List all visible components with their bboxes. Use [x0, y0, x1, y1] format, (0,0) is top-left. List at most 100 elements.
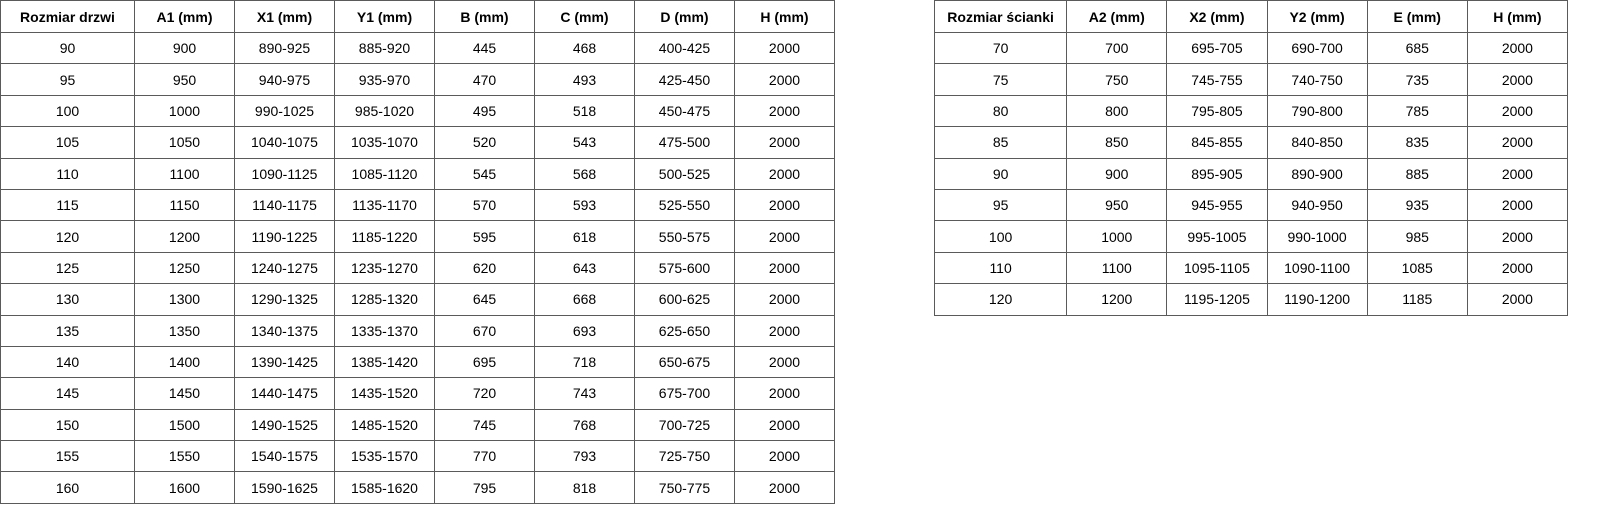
table-row: 90 900 895-905 890-900 885 2000	[933, 157, 1569, 190]
table-cell: 725-750	[634, 440, 735, 473]
table-cell: 2000	[734, 377, 835, 410]
table-cell: 700-725	[634, 408, 735, 442]
table-cell: 140	[0, 345, 135, 379]
table-cell: 550-575	[634, 220, 735, 253]
table-cell: 1500	[134, 408, 235, 442]
table-cell: 1090-1100	[1266, 251, 1368, 285]
column-header: B (mm)	[434, 0, 535, 33]
table-cell: 1040-1075	[234, 126, 335, 159]
table-cell: 895-905	[1166, 157, 1268, 190]
table-cell: 110	[0, 157, 135, 190]
table-cell: 2000	[734, 283, 835, 316]
table-cell: 130	[0, 283, 135, 316]
table-cell: 1190-1200	[1266, 283, 1368, 316]
table-cell: 2000	[734, 94, 835, 128]
column-header: A2 (mm)	[1066, 0, 1168, 33]
table-cell: 890-925	[234, 31, 335, 65]
table-cell: 735	[1366, 63, 1468, 96]
column-header: H (mm)	[1466, 0, 1569, 33]
table-cell: 1340-1375	[234, 314, 335, 347]
column-header: X2 (mm)	[1166, 0, 1268, 33]
table-cell: 70	[933, 31, 1068, 65]
table-cell: 2000	[734, 471, 835, 504]
table-cell: 693	[534, 314, 635, 347]
table-cell: 1590-1625	[234, 471, 335, 504]
table-cell: 2000	[1466, 94, 1569, 128]
table-cell: 625-650	[634, 314, 735, 347]
table-row: 95 950 940-975 935-970 470 493 425-450 2000	[0, 63, 835, 96]
table-cell: 400-425	[634, 31, 735, 65]
table-cell: 1585-1620	[334, 471, 435, 504]
table-cell: 2000	[1466, 31, 1569, 65]
table-cell: 1435-1520	[334, 377, 435, 410]
table-cell: 793	[534, 440, 635, 473]
table-cell: 575-600	[634, 251, 735, 285]
table-cell: 2000	[1466, 251, 1569, 285]
table-cell: 950	[134, 63, 235, 96]
table-cell: 840-850	[1266, 126, 1368, 159]
table-cell: 155	[0, 440, 135, 473]
table-cell: 718	[534, 345, 635, 379]
table-cell: 750-775	[634, 471, 735, 504]
table-cell: 450-475	[634, 94, 735, 128]
table-cell: 545	[434, 157, 535, 190]
table-cell: 1450	[134, 377, 235, 410]
table-cell: 2000	[734, 440, 835, 473]
table-cell: 940-975	[234, 63, 335, 96]
table-cell: 995-1005	[1166, 220, 1268, 253]
table-cell: 685	[1366, 31, 1468, 65]
table-cell: 675-700	[634, 377, 735, 410]
table-cell: 2000	[734, 251, 835, 285]
table-row: 140 1400 1390-1425 1385-1420 695 718 650-675 20…	[0, 345, 835, 379]
table-cell: 115	[0, 188, 135, 222]
table-cell: 945-955	[1166, 188, 1268, 222]
table-cell: 1090-1125	[234, 157, 335, 190]
table-cell: 110	[933, 251, 1068, 285]
column-header: E (mm)	[1366, 0, 1468, 33]
table-cell: 1140-1175	[234, 188, 335, 222]
table-cell: 770	[434, 440, 535, 473]
table-cell: 468	[534, 31, 635, 65]
table-cell: 85	[933, 126, 1068, 159]
column-header: Y2 (mm)	[1266, 0, 1368, 33]
table-cell: 2000	[1466, 126, 1569, 159]
table-cell: 620	[434, 251, 535, 285]
table-cell: 1485-1520	[334, 408, 435, 442]
column-header: Rozmiar drzwi	[0, 0, 135, 33]
table-cell: 2000	[1466, 283, 1569, 316]
table-cell: 643	[534, 251, 635, 285]
table-cell: 100	[933, 220, 1068, 253]
table-cell: 568	[534, 157, 635, 190]
table-cell: 1150	[134, 188, 235, 222]
table-cell: 720	[434, 377, 535, 410]
table-cell: 518	[534, 94, 635, 128]
table-cell: 425-450	[634, 63, 735, 96]
table-cell: 1200	[134, 220, 235, 253]
table-cell: 1250	[134, 251, 235, 285]
table-cell: 2000	[734, 314, 835, 347]
table-cell: 543	[534, 126, 635, 159]
table-cell: 985	[1366, 220, 1468, 253]
table-cell: 160	[0, 471, 135, 504]
table-cell: 95	[933, 188, 1068, 222]
table-cell: 2000	[734, 408, 835, 442]
table-row: 155 1550 1540-1575 1535-1570 770 793 725-750 20…	[0, 440, 835, 473]
table-cell: 445	[434, 31, 535, 65]
table-cell: 2000	[734, 188, 835, 222]
table-cell: 1185	[1366, 283, 1468, 316]
table-cell: 125	[0, 251, 135, 285]
table-row: 120 1200 1190-1225 1185-1220 595 618 550-575 20…	[0, 220, 835, 253]
table-cell: 470	[434, 63, 535, 96]
table-row: 135 1350 1340-1375 1335-1370 670 693 625-650 20…	[0, 314, 835, 347]
door-sizes-table: Rozmiar drzwi A1 (mm) X1 (mm) Y1 (mm) B (mm)…	[0, 0, 835, 504]
table-row: 160 1600 1590-1625 1585-1620 795 818 750-775 20…	[0, 471, 835, 504]
table-row: 115 1150 1140-1175 1135-1170 570 593 525-550 20…	[0, 188, 835, 222]
table-row: 120 1200 1195-1205 1190-1200 1185 2000	[933, 283, 1569, 316]
table-cell: 1100	[134, 157, 235, 190]
table-cell: 75	[933, 63, 1068, 96]
table-cell: 900	[1066, 157, 1168, 190]
table-cell: 700	[1066, 31, 1168, 65]
header-row: Rozmiar drzwi A1 (mm) X1 (mm) Y1 (mm) B (mm)…	[0, 0, 835, 33]
table-cell: 2000	[734, 157, 835, 190]
table-cell: 850	[1066, 126, 1168, 159]
